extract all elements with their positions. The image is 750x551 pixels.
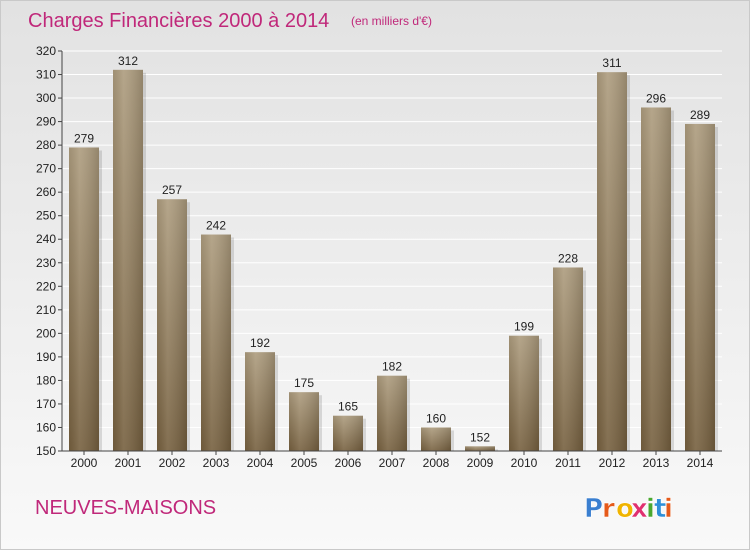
data-label: 312 (118, 54, 138, 68)
bar-shading (597, 72, 627, 452)
x-tick-label: 2011 (555, 456, 581, 470)
y-tick-label: 210 (36, 303, 56, 317)
x-tick-label: 2009 (467, 456, 494, 470)
x-tick-label: 2006 (335, 456, 362, 470)
logo-letter: t (654, 494, 666, 524)
place-name: NEUVES-MAISONS (35, 497, 216, 519)
data-label: 242 (206, 219, 226, 233)
logo-letter: i (646, 494, 655, 524)
data-label: 160 (426, 411, 446, 425)
y-tick-label: 300 (36, 91, 56, 105)
logo-letter: x (631, 494, 648, 524)
bar-shading (553, 267, 583, 451)
bar-shading (465, 446, 495, 451)
y-tick-label: 180 (36, 373, 56, 387)
bar-shading (157, 199, 187, 451)
x-tick-label: 2010 (511, 456, 538, 470)
y-tick-label: 290 (36, 115, 56, 129)
data-label: 175 (294, 376, 314, 390)
data-label: 289 (690, 108, 710, 122)
bar-shading (69, 147, 99, 451)
bar-shading (641, 107, 671, 452)
bar-shading (421, 427, 451, 451)
x-axis-ticks: 2000 2001 2002 2003 2004 2005 2006 2007 2008 2009… (71, 451, 714, 470)
data-label: 296 (646, 91, 666, 105)
data-label: 152 (470, 430, 490, 444)
data-label: 192 (250, 336, 270, 350)
y-axis-ticks: 150 160 170 180 190 200 210 220 230 240 250 260 270 2… (36, 44, 62, 458)
x-tick-label: 2013 (643, 456, 670, 470)
chart-subtitle: (en milliers d'€) (351, 14, 432, 28)
x-tick-label: 2002 (159, 456, 186, 470)
bar-shading (333, 415, 363, 451)
y-tick-label: 270 (36, 162, 56, 176)
logo-letter: r (602, 494, 615, 524)
x-tick-label: 2005 (291, 456, 318, 470)
bar-shading (113, 69, 143, 451)
bar-shading (289, 392, 319, 451)
y-tick-label: 160 (36, 420, 56, 434)
y-tick-label: 170 (36, 397, 56, 411)
data-label: 182 (382, 360, 402, 374)
y-tick-label: 190 (36, 350, 56, 364)
x-tick-label: 2014 (687, 456, 714, 470)
x-tick-label: 2008 (423, 456, 450, 470)
y-tick-label: 280 (36, 138, 56, 152)
data-label: 199 (514, 320, 534, 334)
y-tick-label: 220 (36, 279, 56, 293)
x-tick-label: 2012 (599, 456, 626, 470)
y-tick-label: 250 (36, 209, 56, 223)
y-tick-label: 320 (36, 44, 56, 58)
x-tick-label: 2004 (247, 456, 274, 470)
bar-shading (685, 123, 715, 452)
data-label: 165 (338, 400, 358, 414)
logo-letter: i (664, 494, 673, 524)
y-tick-label: 310 (36, 68, 56, 82)
bar-shading (377, 375, 407, 451)
y-tick-label: 260 (36, 185, 56, 199)
y-tick-label: 240 (36, 232, 56, 246)
data-label: 279 (74, 131, 94, 145)
data-labels: 279 312 257 242 192 175 165 182 160 152 199 228 311 2… (74, 54, 710, 444)
x-tick-label: 2001 (115, 456, 142, 470)
y-tick-label: 200 (36, 326, 56, 340)
bar-shading (201, 234, 231, 451)
proxiti-logo: Pr oxi ti (584, 494, 674, 525)
data-label: 311 (602, 56, 621, 70)
x-tick-label: 2007 (379, 456, 406, 470)
bars-layer (69, 69, 718, 452)
chart-title: Charges Financières 2000 à 2014 (28, 10, 329, 32)
y-tick-label: 230 (36, 256, 56, 270)
data-label: 228 (558, 251, 578, 265)
logo-letter: o (616, 494, 634, 524)
y-tick-label: 150 (36, 444, 56, 458)
bar-shading (245, 352, 275, 451)
x-tick-label: 2000 (71, 456, 98, 470)
bar-shading (509, 335, 539, 451)
data-label: 257 (162, 183, 182, 197)
logo-letter: P (584, 494, 603, 524)
x-tick-label: 2003 (203, 456, 230, 470)
